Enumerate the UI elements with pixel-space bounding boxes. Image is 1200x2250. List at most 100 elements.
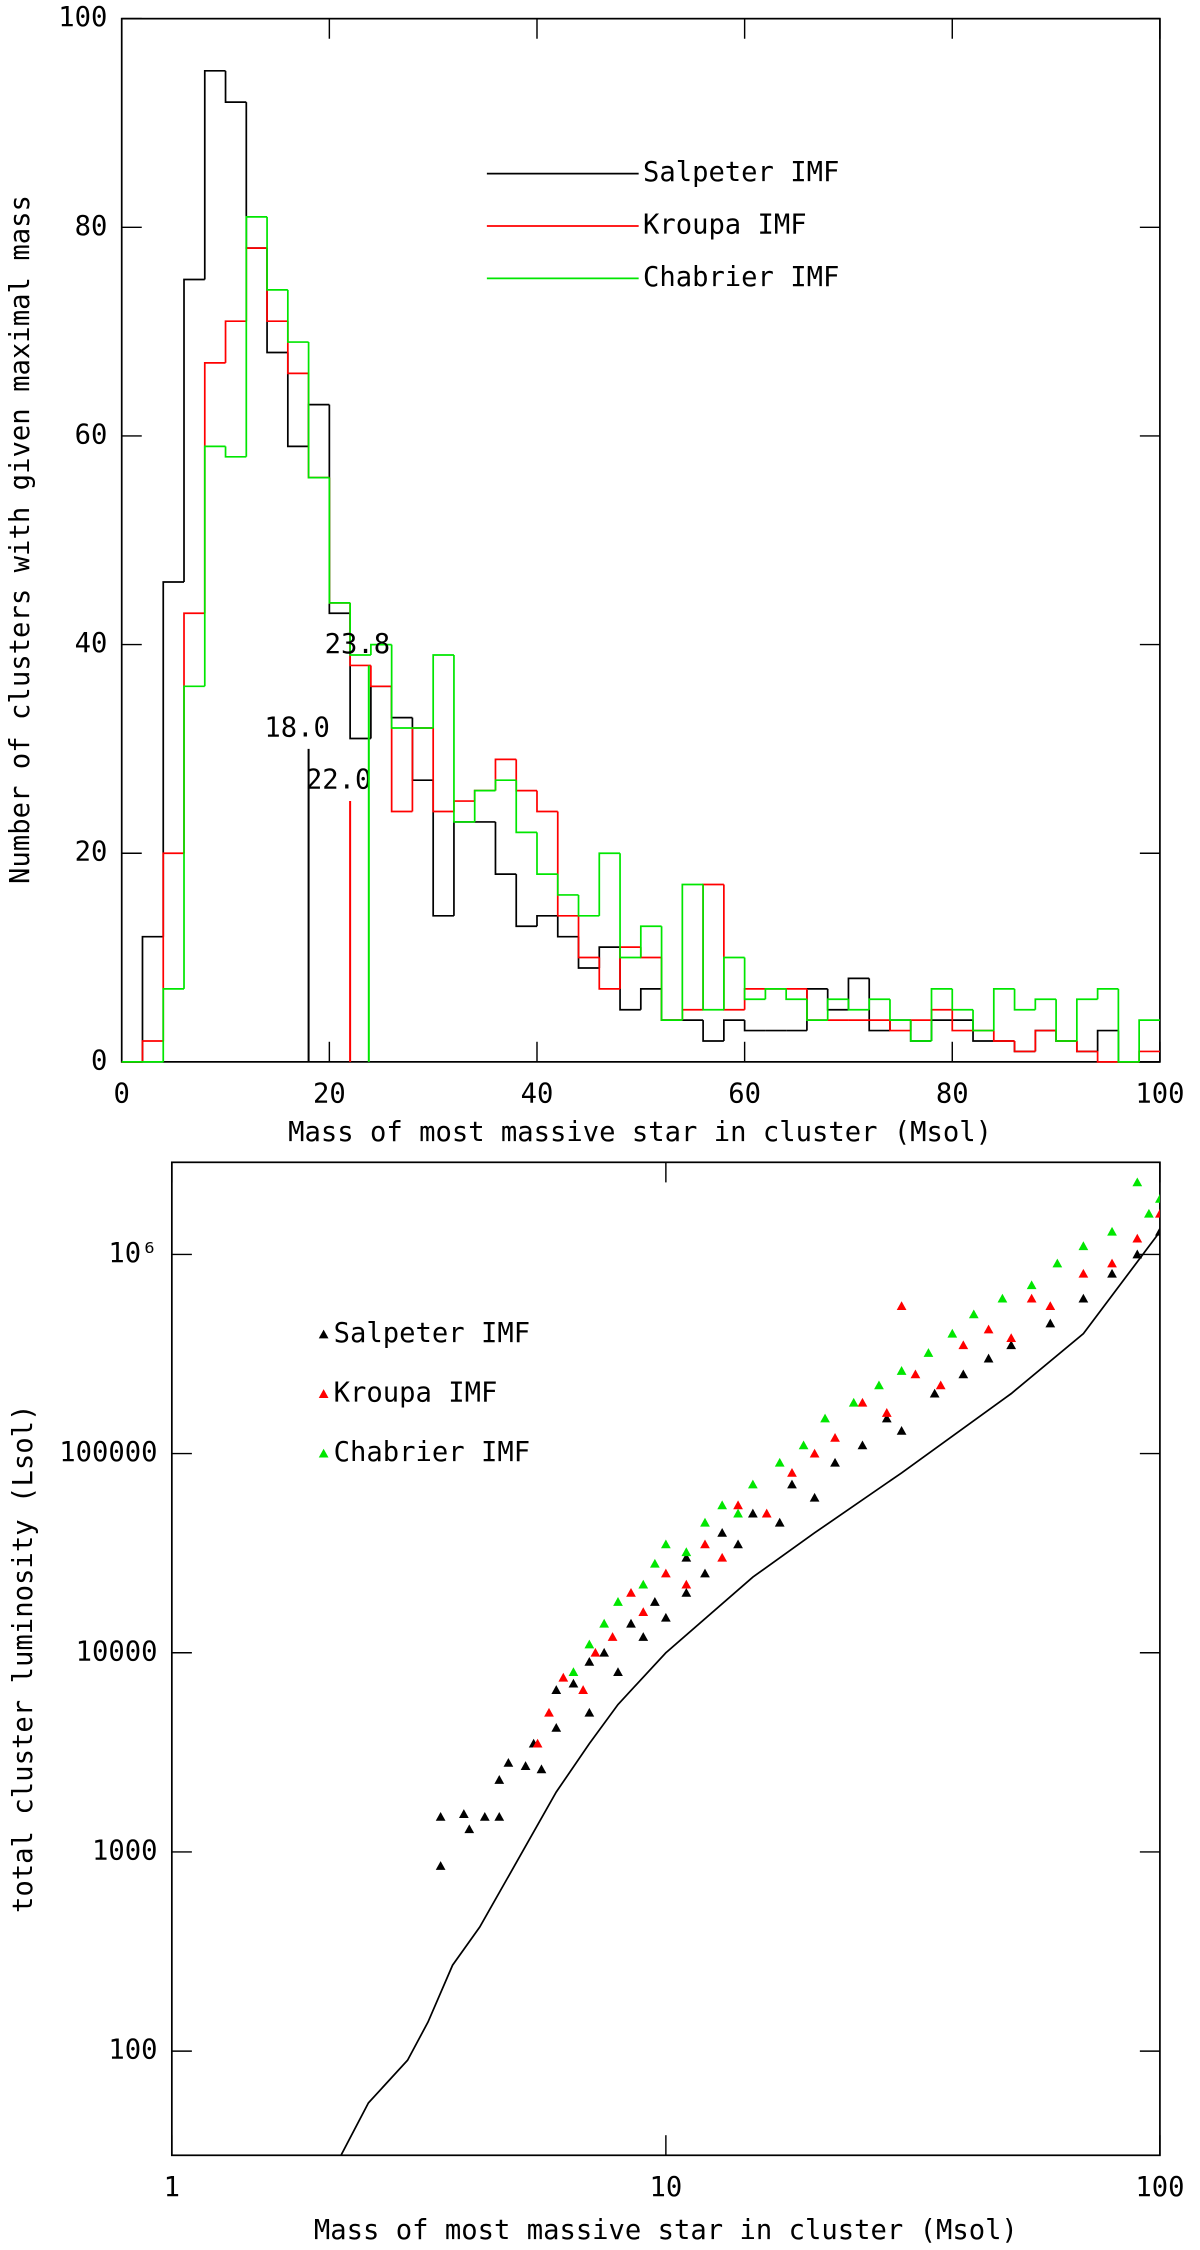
scatter-point xyxy=(1107,1268,1117,1278)
scatter-point xyxy=(649,1597,660,1606)
histogram-step xyxy=(847,977,870,1010)
legend-label: Salpeter IMF xyxy=(643,157,839,188)
scatter-point xyxy=(1006,1340,1017,1350)
x-tick-label: 40 xyxy=(521,1078,554,1109)
histogram-step xyxy=(723,1019,745,1041)
legend-marker xyxy=(318,1389,329,1398)
y-tick-label: 80 xyxy=(75,211,108,242)
y-tick-label: 20 xyxy=(75,837,108,868)
scatter-point xyxy=(558,1672,569,1682)
histogram-step xyxy=(494,779,517,791)
histogram-step xyxy=(972,1009,994,1032)
histogram-step xyxy=(473,789,496,802)
scatter-point xyxy=(681,1587,692,1597)
y-axis-label: total cluster luminosity (Lsol) xyxy=(8,1405,39,1914)
histogram-step xyxy=(577,915,600,959)
histogram-step xyxy=(411,727,434,812)
histogram-step xyxy=(681,883,704,1021)
histogram-step xyxy=(1055,1030,1077,1042)
scatter-point xyxy=(626,1587,636,1597)
scatter-point xyxy=(536,1764,547,1774)
scatter-point xyxy=(830,1432,840,1442)
histogram-step xyxy=(868,998,890,1010)
scatter-point xyxy=(809,1492,820,1502)
scatter-point xyxy=(1045,1301,1056,1311)
histogram-step xyxy=(453,655,475,823)
histogram-step xyxy=(930,1019,953,1041)
scatter-point xyxy=(599,1647,610,1657)
scatter-point xyxy=(544,1707,554,1717)
histogram-step xyxy=(1034,1029,1057,1052)
legend-label: Salpeter IMF xyxy=(334,1318,530,1349)
y-tick-label: 40 xyxy=(75,628,108,659)
legend-marker xyxy=(318,1329,329,1339)
histogram-step xyxy=(1013,1040,1036,1053)
histogram-step xyxy=(1034,1029,1057,1052)
scatter-point xyxy=(638,1632,649,1641)
scatter-point xyxy=(881,1413,892,1423)
histogram-step xyxy=(453,821,475,916)
x-tick-label: 100 xyxy=(1135,1078,1184,1109)
scatter-point xyxy=(681,1579,692,1589)
x-tick-label: 1 xyxy=(164,2172,180,2203)
histogram-step xyxy=(536,914,558,927)
annotation-label: 18.0 xyxy=(264,712,329,743)
scatter-point xyxy=(874,1380,884,1390)
scatter-point xyxy=(607,1632,618,1641)
histogram-step xyxy=(162,852,185,1041)
histogram-step xyxy=(203,445,226,687)
histogram-step xyxy=(951,988,974,1011)
histogram-step xyxy=(515,759,537,792)
scatter-point xyxy=(700,1517,710,1527)
scatter-point xyxy=(809,1448,820,1458)
scatter-point xyxy=(661,1539,671,1549)
scatter-point xyxy=(717,1552,728,1562)
scatter-point xyxy=(613,1597,623,1606)
y-tick-label: 60 xyxy=(75,419,108,450)
histogram-step xyxy=(660,988,683,1021)
x-tick-label: 0 xyxy=(114,1078,130,1109)
x-tick-label: 60 xyxy=(728,1078,761,1109)
scatter-point xyxy=(787,1479,797,1489)
scatter-point xyxy=(494,1812,505,1821)
histogram-step xyxy=(390,686,413,719)
histogram-step xyxy=(764,987,787,1000)
histogram-step xyxy=(432,780,454,917)
histogram-step xyxy=(245,247,268,322)
histogram-step xyxy=(1138,1050,1160,1062)
scatter-point xyxy=(1078,1293,1089,1303)
histogram-step xyxy=(806,988,828,1021)
histogram-step xyxy=(826,998,849,1021)
scatter-point xyxy=(958,1369,969,1379)
histogram-step xyxy=(639,987,662,1010)
histogram-step xyxy=(619,946,641,989)
scatter-point xyxy=(590,1647,601,1657)
legend-label: Kroupa IMF xyxy=(334,1378,498,1409)
scatter-point xyxy=(584,1639,595,1649)
scatter-point xyxy=(910,1369,921,1379)
scatter-point xyxy=(681,1552,692,1562)
legend-label: Chabrier IMF xyxy=(643,262,839,293)
histogram-step xyxy=(619,853,641,959)
scatter-point xyxy=(681,1547,692,1557)
histogram-step xyxy=(806,987,828,1031)
scatter-point xyxy=(997,1293,1008,1303)
histogram-step xyxy=(992,987,1015,1031)
scatter-point xyxy=(717,1500,728,1510)
histogram-step xyxy=(723,884,745,1011)
histogram-step xyxy=(370,685,392,739)
histogram-step xyxy=(951,1009,974,1032)
scatter-point xyxy=(435,1812,446,1821)
scatter-point xyxy=(968,1309,979,1319)
legend-label: Chabrier IMF xyxy=(334,1437,530,1468)
histogram-step xyxy=(328,477,351,604)
scatter-point xyxy=(479,1812,490,1821)
histogram-step xyxy=(203,69,226,280)
histogram-step xyxy=(598,957,621,990)
histogram-step xyxy=(785,988,807,1001)
histogram-step xyxy=(141,935,164,1062)
histogram-step xyxy=(286,321,309,375)
x-axis-label: Mass of most massive star in cluster (Ms… xyxy=(314,2215,1018,2246)
y-tick-label: 100000 xyxy=(59,1437,157,1468)
x-tick-label: 10 xyxy=(649,2172,682,2203)
